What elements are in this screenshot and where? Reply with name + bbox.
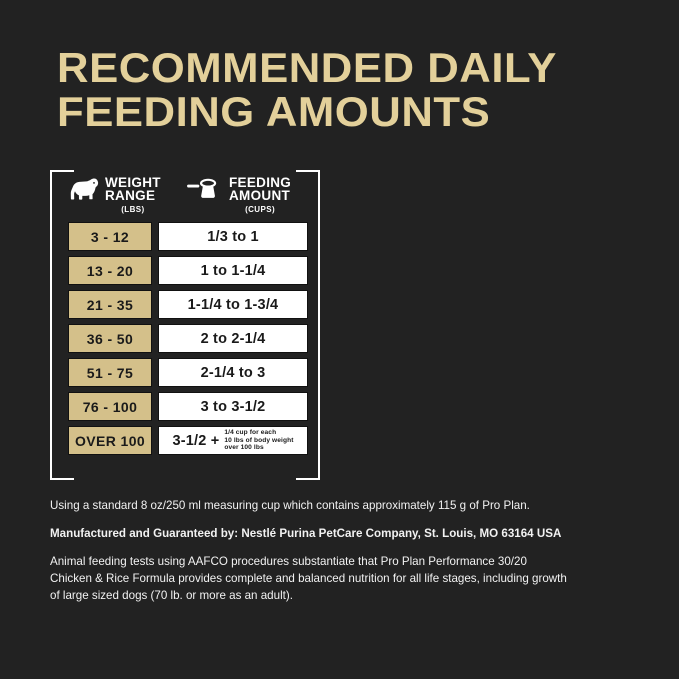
feeding-amount-label-line-2: AMOUNT [229,188,291,203]
frame-corner-top-right [296,170,320,190]
weight-range-label-line-1: WEIGHT [105,175,161,190]
table-row: 13 - 20 1 to 1-1/4 [68,256,308,285]
footnotes: Using a standard 8 oz/250 ml measuring c… [50,497,640,604]
cell-weight-range: 21 - 35 [68,290,152,319]
cell-feeding-amount-note-line-3: over 100 lbs [224,444,264,452]
weight-range-unit: (LBS) [121,205,145,214]
measuring-cup-icon [186,178,224,205]
weight-range-label-line-2: RANGE [105,188,156,203]
cell-feeding-amount: 1-1/4 to 1-3/4 [158,290,308,319]
cell-feeding-amount: 2 to 2-1/4 [158,324,308,353]
column-header-feeding-amount: FEEDING AMOUNT (CUPS) [186,176,308,216]
table-row: 3 - 12 1/3 to 1 [68,222,308,251]
page-title-line-2: FEEDING AMOUNTS [57,88,491,135]
cell-weight-range: 51 - 75 [68,358,152,387]
cell-feeding-amount: 1/3 to 1 [158,222,308,251]
table-header-row: WEIGHT RANGE (LBS) FEEDING AMOUNT (CUPS) [68,176,308,222]
table-row: 51 - 75 2-1/4 to 3 [68,358,308,387]
cell-weight-range: 13 - 20 [68,256,152,285]
table-row: 36 - 50 2 to 2-1/4 [68,324,308,353]
cell-weight-range: 36 - 50 [68,324,152,353]
column-header-feeding-amount-text: FEEDING AMOUNT (CUPS) [229,176,291,216]
column-header-weight-range: WEIGHT RANGE (LBS) [68,176,186,216]
cell-feeding-amount: 1 to 1-1/4 [158,256,308,285]
cell-feeding-amount: 2-1/4 to 3 [158,358,308,387]
aafco-statement-line-1: Animal feeding tests using AAFCO procedu… [50,555,527,568]
frame-edge-right [318,170,320,480]
cell-feeding-amount-value: 3-1/2 + [172,432,220,449]
table-body: 3 - 12 1/3 to 1 13 - 20 1 to 1-1/4 21 - … [68,222,308,455]
feeding-amount-label-line-1: FEEDING [229,175,292,190]
cell-feeding-amount-note-line-2: 10 lbs of body weight [224,436,294,444]
frame-corner-top-left [50,170,74,190]
column-header-weight-range-text: WEIGHT RANGE (LBS) [105,176,161,216]
cell-feeding-amount-note: 1/4 cup for each 10 lbs of body weight o… [224,429,293,452]
cell-feeding-amount-note-line-1: 1/4 cup for each [224,429,277,437]
measuring-cup-note: Using a standard 8 oz/250 ml measuring c… [50,499,530,512]
frame-edge-left [50,170,52,480]
feeding-table: WEIGHT RANGE (LBS) FEEDING AMOUNT (CUPS) [50,170,320,480]
table-row: OVER 100 3-1/2 + 1/4 cup for each 10 lbs… [68,426,308,455]
table-row: 21 - 35 1-1/4 to 1-3/4 [68,290,308,319]
cell-weight-range: 76 - 100 [68,392,152,421]
frame-corner-bottom-left [50,460,74,480]
cell-weight-range: OVER 100 [68,426,152,455]
aafco-statement-line-3: of large sized dogs (70 lb. or more as a… [50,589,293,602]
frame-corner-bottom-right [296,460,320,480]
aafco-statement-line-2: Chicken & Rice Formula provides complete… [50,572,567,585]
aafco-statement: Animal feeding tests using AAFCO procedu… [50,553,640,604]
feeding-amount-unit: (CUPS) [245,205,276,214]
dog-icon [68,178,100,205]
cell-feeding-amount: 3 to 3-1/2 [158,392,308,421]
manufacturer-note: Manufactured and Guaranteed by: Nestlé P… [50,527,562,540]
page-title: RECOMMENDED DAILY FEEDING AMOUNTS [57,46,617,134]
cell-weight-range: 3 - 12 [68,222,152,251]
cell-feeding-amount: 3-1/2 + 1/4 cup for each 10 lbs of body … [158,426,308,455]
page-title-line-1: RECOMMENDED DAILY [57,44,557,91]
table-row: 76 - 100 3 to 3-1/2 [68,392,308,421]
